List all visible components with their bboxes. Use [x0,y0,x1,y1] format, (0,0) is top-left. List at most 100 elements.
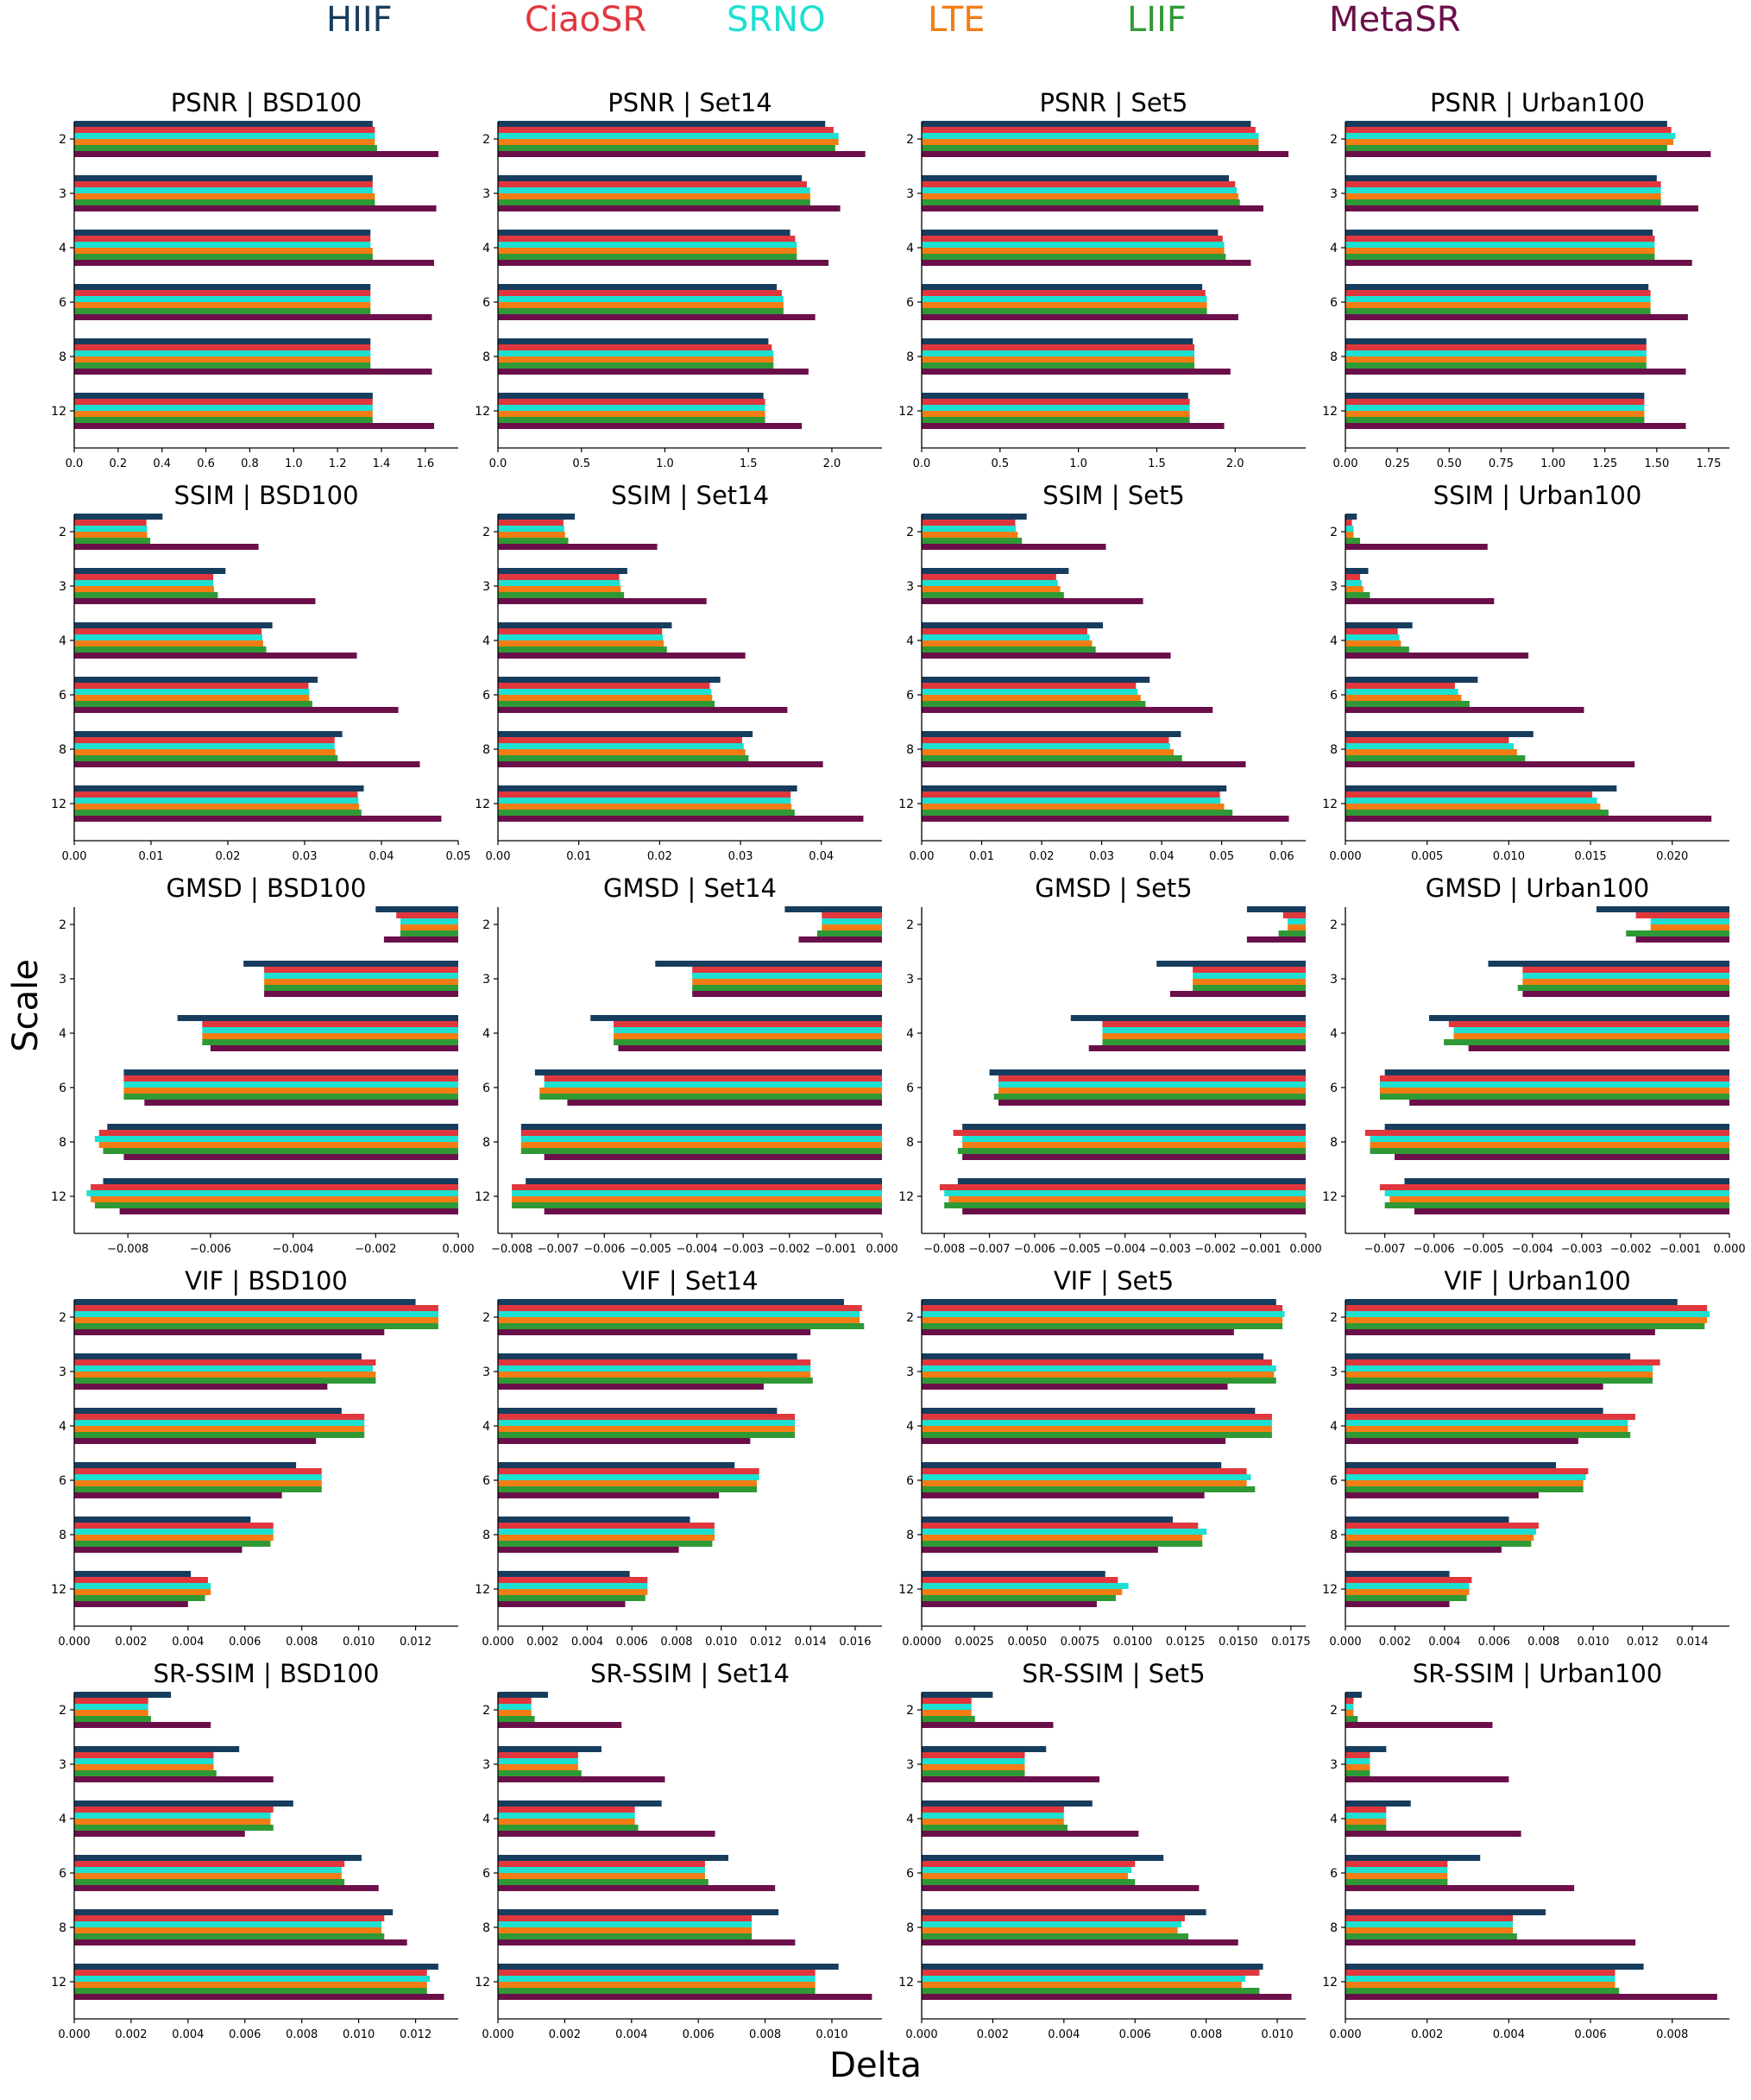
bar-metasr-scale-6 [1409,1100,1729,1106]
x-tick-label: −0.004 [273,1243,314,1256]
x-tick-label: 0.0025 [954,1636,994,1649]
bar-srno-scale-8 [74,350,371,356]
bar-lte-scale-6 [539,1088,882,1094]
bar-srno-scale-3 [1345,1365,1653,1372]
bar-lte-scale-2 [922,1317,1283,1323]
bar-srno-scale-12 [498,798,791,804]
bar-hiif-scale-8 [922,731,1181,737]
y-tick-label: 4 [59,1813,66,1826]
bar-ciaosr-scale-4 [1102,1021,1306,1027]
bar-lte-scale-12 [1345,411,1645,417]
y-tick-label: 12 [51,1976,66,1990]
bar-ciaosr-scale-6 [1379,1075,1729,1082]
bar-lte-scale-2 [822,924,882,930]
bar-liif-scale-4 [922,646,1096,653]
bar-liif-scale-2 [922,1323,1283,1329]
y-tick-label: 4 [1330,1420,1338,1434]
panel-vif-set14: VIF | Set14 2 3 4 6 8 12 0.000 0.002 0.004 0.006 0.… [475,1266,882,1649]
y-tick-label: 2 [1330,1704,1338,1718]
bar-srno-scale-2 [498,1704,532,1710]
bar-metasr-scale-3 [1169,991,1306,997]
bar-lte-scale-3 [74,1372,376,1378]
bar-liif-scale-12 [74,1988,427,1994]
bar-lte-scale-8 [1345,749,1517,755]
bar-lte-scale-3 [74,1764,214,1770]
bar-srno-scale-6 [1345,1474,1586,1480]
bar-srno-scale-6 [922,1867,1132,1873]
bar-srno-scale-8 [1345,1529,1537,1535]
bar-ciaosr-scale-3 [498,574,620,580]
y-tick-label: 3 [906,580,914,594]
bar-ciaosr-scale-12 [1379,1184,1729,1190]
panel-sr-ssim-urban100: SR-SSIM | Urban100 2 3 4 6 8 12 0.000 0.002 0.004… [1322,1659,1729,2041]
panel-title: SSIM | Set5 [1042,481,1185,510]
y-tick-label: 6 [482,689,490,703]
panel-title: SR-SSIM | BSD100 [154,1659,380,1688]
y-tick-label: 3 [1330,580,1338,594]
bar-liif-scale-6 [922,1486,1256,1492]
x-tick-label: −0.004 [1512,1243,1553,1256]
x-tick-label: 0.03 [1089,850,1114,863]
y-tick-label: 3 [1330,1758,1338,1772]
bar-metasr-scale-6 [74,1885,379,1891]
panel-ssim-urban100: SSIM | Urban100 2 3 4 6 8 12 0.000 0.005 0.010 0.0… [1322,481,1729,863]
x-tick-label: 1.75 [1696,457,1721,470]
bar-lte-scale-6 [74,695,310,701]
x-tick-label: 0.50 [1437,457,1462,470]
y-tick-label: 6 [1330,1867,1338,1881]
bar-hiif-scale-6 [534,1069,882,1075]
bar-lte-scale-4 [74,1819,271,1825]
y-tick-label: 4 [482,1420,490,1434]
bar-metasr-scale-12 [74,1601,188,1607]
bar-metasr-scale-12 [1345,1601,1450,1607]
x-tick-label: 0.002 [115,1636,147,1649]
bar-srno-scale-3 [74,1758,214,1764]
bar-metasr-scale-6 [1345,1885,1575,1891]
bar-ciaosr-scale-8 [1364,1130,1729,1136]
bar-ciaosr-scale-3 [498,1359,811,1365]
x-tick-label: −0.006 [1414,1243,1455,1256]
bar-liif-scale-2 [1345,1716,1358,1722]
bar-lte-scale-3 [922,193,1238,199]
bar-metasr-scale-6 [498,1885,776,1891]
bar-metasr-scale-6 [74,1492,282,1498]
bar-ciaosr-scale-12 [939,1184,1306,1190]
bar-ciaosr-scale-12 [74,1577,208,1583]
bar-ciaosr-scale-4 [202,1021,459,1027]
bar-ciaosr-scale-2 [1635,912,1729,918]
bar-metasr-scale-8 [498,1939,796,1945]
bar-srno-scale-8 [922,743,1170,749]
bar-liif-scale-2 [498,145,835,151]
bar-liif-scale-12 [1384,1202,1729,1208]
bar-liif-scale-12 [498,417,765,423]
bar-liif-scale-12 [74,810,362,816]
panel-title: PSNR | Urban100 [1430,88,1645,117]
bar-ciaosr-scale-8 [498,737,742,743]
bar-lte-scale-3 [74,193,375,199]
bar-ciaosr-scale-3 [1345,1752,1370,1758]
bar-ciaosr-scale-8 [922,344,1195,350]
bar-lte-scale-8 [922,356,1195,363]
bar-metasr-scale-8 [962,1154,1306,1160]
bar-liif-scale-4 [498,646,667,653]
x-tick-label: 0.008 [749,2028,781,2041]
panel-gmsd-urban100: GMSD | Urban100 2 3 4 6 8 12 −0.007 −0.006 −0.005… [1322,873,1745,1256]
bar-metasr-scale-2 [1246,936,1306,943]
bar-liif-scale-4 [498,1825,639,1831]
bar-srno-scale-8 [498,350,774,356]
bar-metasr-scale-12 [922,1601,1097,1607]
bar-liif-scale-4 [1345,1825,1387,1831]
bar-metasr-scale-4 [1468,1045,1729,1051]
x-tick-label: 0.006 [1119,2028,1151,2041]
bar-lte-scale-3 [74,586,214,592]
bar-ciaosr-scale-2 [498,1698,532,1704]
bar-hiif-scale-12 [1345,785,1617,791]
bar-ciaosr-scale-8 [1345,737,1509,743]
bar-srno-scale-4 [1345,242,1655,248]
bar-srno-scale-3 [1345,1758,1370,1764]
bar-liif-scale-8 [74,363,371,369]
bar-ciaosr-scale-3 [922,1752,1025,1758]
bar-hiif-scale-12 [74,1964,438,1970]
bar-hiif-scale-3 [1345,175,1657,181]
bar-srno-scale-2 [922,133,1259,139]
